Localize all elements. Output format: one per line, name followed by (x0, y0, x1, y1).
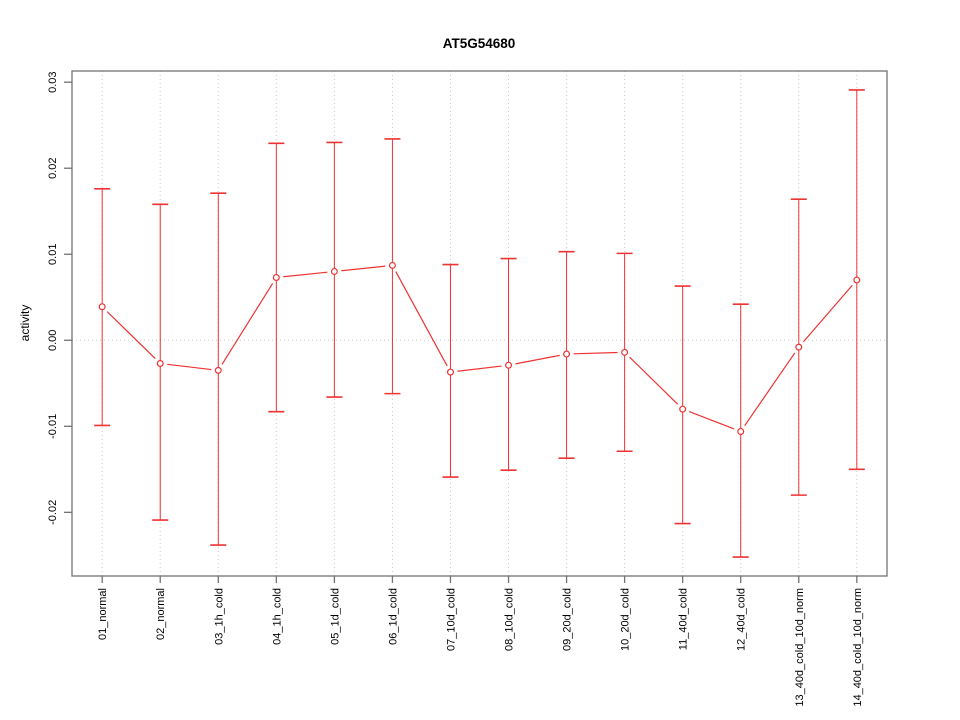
series-line-segment (341, 265, 386, 272)
y-tick-label: 0.03 (47, 71, 59, 92)
data-point (214, 366, 222, 374)
data-point-layer (98, 261, 861, 435)
series-line-segment (457, 365, 502, 372)
series-line-segment (573, 351, 618, 355)
x-tick-label: 05_1d_cold (329, 588, 341, 645)
x-tick-label: 10_20d_cold (620, 588, 632, 651)
x-tick-label: 01_normal (97, 588, 109, 640)
series-line-segment (515, 354, 560, 365)
data-point (272, 273, 280, 281)
y-tick-label: 0.01 (47, 244, 59, 265)
series-line-segment (221, 283, 274, 365)
series-line-segment (688, 411, 735, 430)
data-point (679, 405, 687, 413)
x-tick-label: 14_40d_cold_10d_norm (852, 588, 864, 707)
x-tick-label: 03_1h_cold (213, 588, 225, 645)
data-point (505, 361, 513, 369)
x-tick-label: 11_40d_cold (678, 588, 690, 650)
series-line-segment (395, 271, 448, 367)
data-point (156, 360, 164, 368)
series-line-segment (629, 356, 679, 405)
x-tick-label: 09_20d_cold (562, 588, 574, 651)
data-point (330, 267, 338, 275)
x-tick-label: 06_1d_cold (387, 588, 399, 645)
y-tick-label: 0.00 (47, 330, 59, 351)
data-point (563, 350, 571, 358)
y-tick-label: -0.02 (47, 500, 59, 525)
data-point (388, 261, 396, 269)
data-point (446, 368, 454, 376)
data-point (98, 303, 106, 311)
y-tick-label: 0.02 (47, 158, 59, 179)
axis-layer: 0.03 0.02 0.01 0.00 -0.01 -0.02 01_normal 02_no… (47, 71, 864, 706)
series-line-layer (106, 265, 853, 430)
y-tick-label: -0.01 (47, 414, 59, 439)
x-tick-label: 12_40d_cold (736, 588, 748, 651)
plot-border (71, 70, 888, 577)
y-axis-title: activity (18, 305, 32, 342)
series-line-segment (106, 311, 156, 360)
data-point (737, 427, 745, 435)
x-tick-label: 07_10d_cold (445, 588, 457, 651)
plot-border-layer (71, 70, 888, 577)
gridline-layer (72, 71, 887, 576)
x-tick-label: 13_40d_cold_10d_norm (794, 588, 806, 707)
data-point (853, 276, 861, 284)
x-tick-label: 02_normal (155, 588, 167, 640)
x-tick-label: 08_10d_cold (504, 588, 516, 651)
series-line-segment (802, 284, 853, 343)
data-point (621, 348, 629, 356)
x-tick-label: 04_1h_cold (271, 588, 283, 645)
series-line-segment (744, 352, 796, 427)
data-point (795, 343, 803, 351)
series-line-segment (283, 271, 328, 278)
chart-title: AT5G54680 (443, 36, 516, 51)
error-bar-layer (94, 89, 865, 558)
series-line-segment (167, 363, 212, 371)
